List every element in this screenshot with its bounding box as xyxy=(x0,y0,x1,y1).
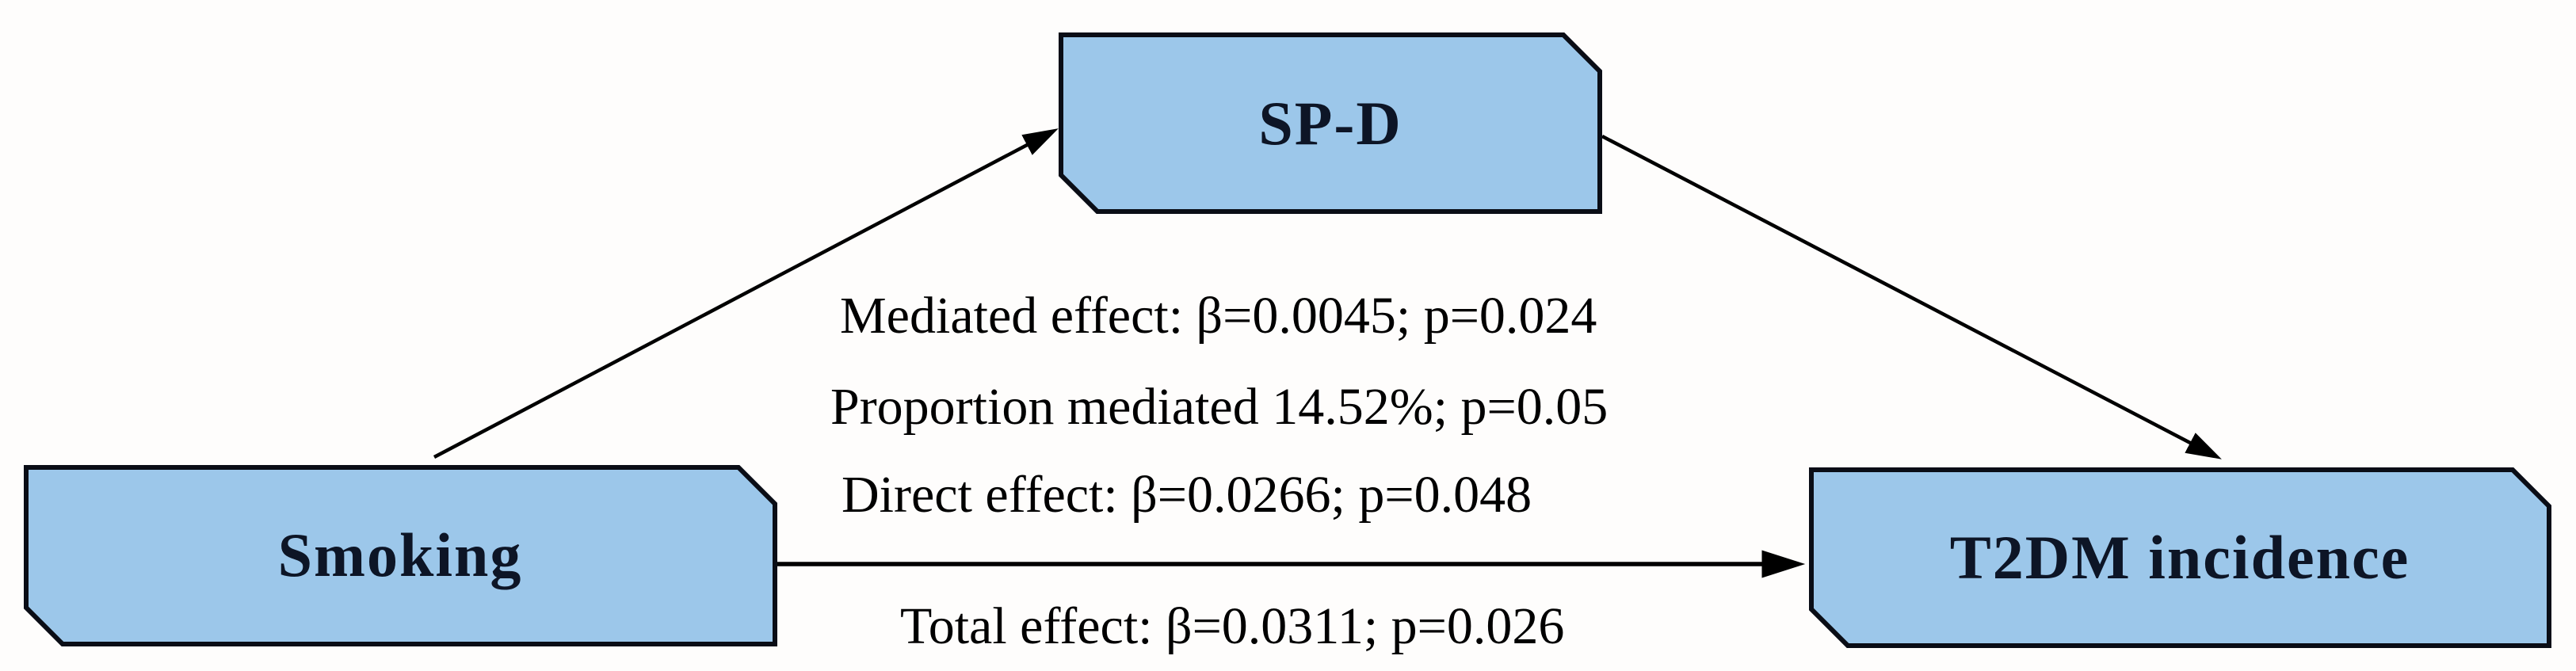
node-outcome-shape xyxy=(1809,467,2551,648)
node-exposure: Smoking xyxy=(24,465,777,646)
edge-mediator-to-outcome xyxy=(1601,135,2222,459)
node-outcome-label: T2DM incidence xyxy=(1950,523,2410,592)
annotation-total-effect: Total effect: β=0.0311; p=0.026 xyxy=(900,597,1564,655)
node-mediator: SP-D xyxy=(1059,32,1602,214)
edge-exposure-to-mediator xyxy=(433,128,1059,459)
annotation-mediated-effect: Mediated effect: β=0.0045; p=0.024 xyxy=(840,287,1597,345)
node-mediator-shape xyxy=(1059,32,1602,214)
node-outcome: T2DM incidence xyxy=(1809,467,2551,648)
annotation-proportion-mediated: Proportion mediated 14.52%; p=0.05 xyxy=(830,378,1608,436)
annotation-direct-effect: Direct effect: β=0.0266; p=0.048 xyxy=(841,466,1532,524)
node-exposure-shape xyxy=(24,465,777,646)
node-mediator-label: SP-D xyxy=(1258,89,1402,158)
node-exposure-label: Smoking xyxy=(278,520,523,589)
